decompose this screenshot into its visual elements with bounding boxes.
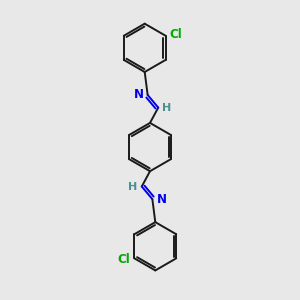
Text: H: H [162, 103, 172, 112]
Text: Cl: Cl [169, 28, 182, 41]
Text: Cl: Cl [118, 253, 130, 266]
Text: N: N [134, 88, 143, 101]
Text: H: H [128, 182, 138, 191]
Text: N: N [157, 193, 166, 206]
